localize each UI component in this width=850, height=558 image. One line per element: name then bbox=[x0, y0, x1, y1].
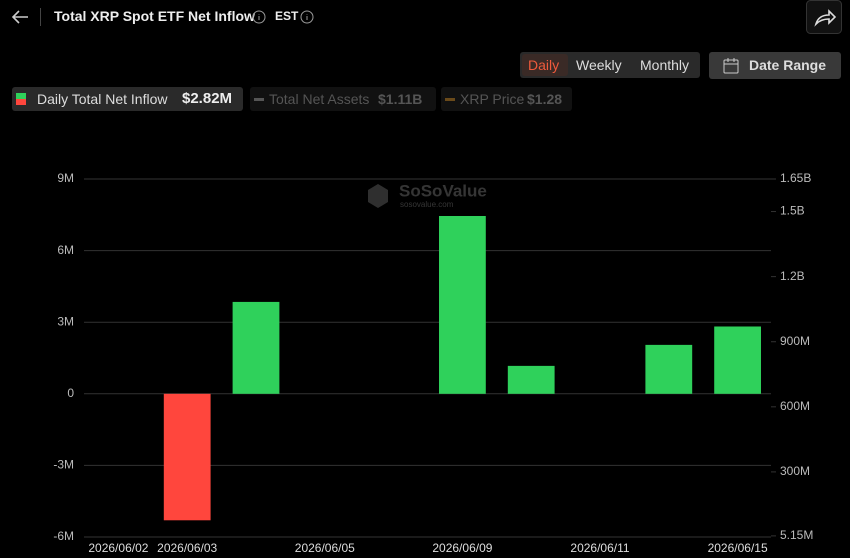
y2-tick-label: 900M bbox=[780, 334, 810, 348]
back-button[interactable] bbox=[10, 8, 30, 26]
share-button[interactable] bbox=[806, 0, 842, 34]
y-tick-label: 0 bbox=[67, 386, 74, 400]
y2-tick-label: 5.15M bbox=[780, 528, 813, 542]
y2-tick-label: 600M bbox=[780, 399, 810, 413]
y2-tick-label: 1.2B bbox=[780, 269, 805, 283]
divider bbox=[40, 8, 41, 26]
x-tick-label: 2026/06/02 bbox=[88, 541, 148, 555]
calendar-icon bbox=[723, 58, 739, 74]
bar bbox=[645, 344, 693, 394]
page-title: Total XRP Spot ETF Net Inflow bbox=[54, 8, 255, 24]
bar bbox=[507, 365, 555, 394]
date-range-button[interactable]: Date Range bbox=[709, 52, 841, 79]
legend-swatch bbox=[254, 98, 264, 101]
y2-tick-label: 1.5B bbox=[780, 204, 805, 218]
bar bbox=[163, 393, 211, 521]
legend-swatch bbox=[445, 98, 455, 101]
bar bbox=[232, 301, 280, 394]
x-tick-label: 2026/06/03 bbox=[157, 541, 217, 555]
y2-tick-label: 1.65B bbox=[780, 171, 811, 185]
legend-swatch bbox=[16, 93, 26, 105]
x-tick-label: 2026/06/05 bbox=[295, 541, 355, 555]
y-tick-label: -3M bbox=[53, 458, 74, 472]
date-range-label: Date Range bbox=[749, 57, 827, 73]
y-tick-label: -6M bbox=[53, 529, 74, 543]
period-monthly[interactable]: Monthly bbox=[640, 57, 690, 73]
legend-value: $1.11B bbox=[378, 91, 423, 107]
y-tick-label: 3M bbox=[57, 314, 74, 328]
legend-item[interactable]: Total Net Assets $1.11B bbox=[250, 87, 436, 111]
legend-value: $2.82M bbox=[182, 90, 233, 107]
x-tick-label: 2026/06/09 bbox=[432, 541, 492, 555]
info-icon[interactable] bbox=[252, 10, 266, 24]
watermark-brand: SoSoValue bbox=[399, 181, 487, 200]
x-tick-label: 2026/06/15 bbox=[708, 541, 768, 555]
bar bbox=[714, 326, 761, 394]
period-weekly[interactable]: Weekly bbox=[576, 57, 622, 73]
x-tick-label: 2026/06/11 bbox=[570, 541, 629, 555]
period-daily[interactable]: Daily bbox=[528, 57, 560, 73]
legend-name: Total Net Assets bbox=[269, 91, 370, 107]
y-tick-label: 9M bbox=[57, 171, 74, 185]
y2-tick-label: 300M bbox=[780, 464, 810, 478]
watermark-site: sosovalue.com bbox=[400, 200, 454, 209]
legend-item[interactable]: XRP Price $1.28 bbox=[441, 87, 572, 111]
period-toggle: Daily Weekly Monthly bbox=[520, 52, 700, 78]
legend-name: XRP Price bbox=[460, 91, 525, 107]
legend-item[interactable]: Daily Total Net Inflow $2.82M bbox=[12, 87, 243, 111]
info-icon[interactable] bbox=[300, 10, 314, 24]
legend-value: $1.28 bbox=[527, 91, 563, 107]
legend-name: Daily Total Net Inflow bbox=[37, 91, 168, 107]
watermark: SoSoValue sosovalue.com bbox=[368, 181, 487, 209]
active-period bbox=[522, 54, 568, 76]
bar bbox=[439, 215, 486, 394]
timezone: EST bbox=[275, 9, 299, 23]
y-tick-label: 6M bbox=[57, 243, 74, 257]
